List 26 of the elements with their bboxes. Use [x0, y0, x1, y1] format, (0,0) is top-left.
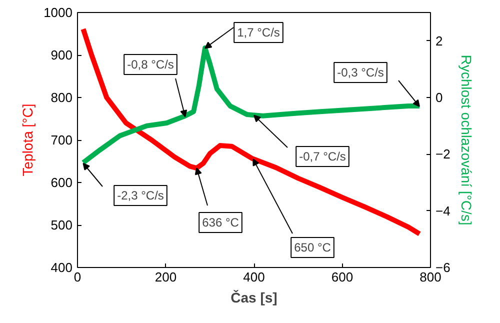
y2-tick-label: 2: [436, 33, 443, 48]
y-tick-label: 500: [50, 218, 73, 232]
y-tick-label: 600: [50, 175, 73, 190]
annotation: -0,7 °C/s: [299, 150, 346, 164]
y-tick-label: 700: [50, 132, 73, 148]
y-tick-label: 400: [50, 260, 73, 275]
x-tick-label: 400: [243, 270, 265, 284]
annotation: 1,7 °C/s: [237, 26, 280, 40]
y2-tick-label: 0: [436, 90, 443, 105]
x-tick-label: 200: [154, 270, 177, 284]
annotation: -2,3 °C/s: [117, 188, 164, 202]
annotation: 636 °C: [202, 216, 240, 230]
y-tick-label: 800: [50, 90, 73, 105]
y2-axis-title: Rychlost ochlazování [°C/s]: [458, 54, 474, 226]
x-tick-label: 0: [74, 270, 82, 284]
y-tick-label: 900: [50, 48, 73, 62]
x-axis-title: Čas [s]: [230, 290, 278, 306]
y2-tick-label: −4: [436, 203, 450, 218]
y-axis-title: Teplota [°C]: [20, 104, 36, 176]
y-tick-label: 1000: [44, 5, 72, 20]
y2-tick-label: −2: [436, 146, 450, 162]
x-tick-label: 800: [420, 270, 442, 284]
annotation: -0,3 °C/s: [337, 66, 384, 80]
x-tick-label: 600: [331, 270, 354, 284]
annotation: 650 °C: [294, 240, 332, 254]
annotation: -0,8 °C/s: [127, 58, 174, 72]
